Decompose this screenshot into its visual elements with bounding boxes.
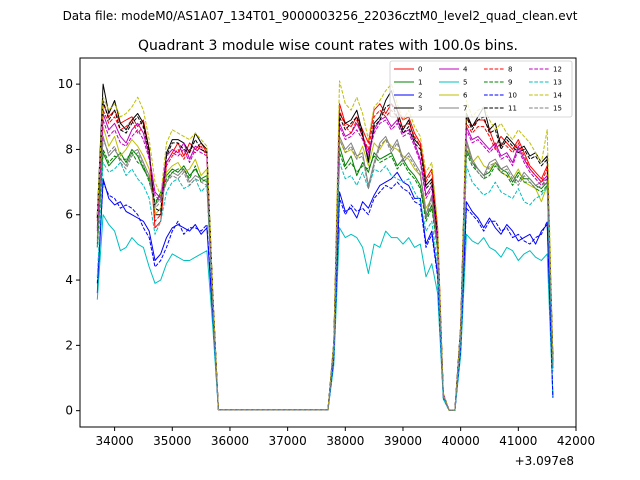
x-tick-label: 40000	[442, 434, 480, 448]
legend-label-5: 5	[463, 79, 467, 87]
legend-label-8: 8	[508, 66, 512, 74]
series-line-14	[96, 80, 554, 411]
legend-label-7: 7	[463, 105, 467, 113]
x-axis: 34000 35000 36000 37000 38000 39000 40000 41000…	[96, 427, 595, 448]
y-tick-label: 8	[65, 142, 73, 156]
legend-label-0: 0	[418, 66, 422, 74]
x-tick-label: 38000	[326, 434, 364, 448]
legend-label-10: 10	[508, 92, 517, 100]
series-line-13	[96, 162, 554, 411]
x-tick-label: 37000	[269, 434, 307, 448]
y-tick-label: 0	[65, 404, 73, 418]
legend-label-6: 6	[463, 92, 468, 100]
y-axis: 0 2 4 6 8 10	[58, 77, 80, 418]
y-tick-label: 10	[58, 77, 73, 91]
legend-label-9: 9	[508, 79, 512, 87]
x-tick-label: 34000	[96, 434, 134, 448]
legend-label-15: 15	[553, 105, 562, 113]
series-layer	[96, 80, 554, 411]
legend-label-14: 14	[553, 92, 562, 100]
x-tick-label: 42000	[557, 434, 595, 448]
plot-area	[79, 57, 577, 428]
legend-label-4: 4	[463, 66, 468, 74]
x-offset-label: +3.097e8	[515, 454, 574, 468]
y-tick-label: 4	[65, 273, 73, 287]
legend-label-2: 2	[418, 92, 422, 100]
legend-label-13: 13	[553, 79, 562, 87]
x-tick-label: 39000	[384, 434, 422, 448]
x-tick-label: 36000	[211, 434, 249, 448]
y-tick-label: 2	[65, 338, 73, 352]
legend-label-1: 1	[418, 79, 422, 87]
data-file-suptitle: Data file: modeM0/AS1A07_134T01_90000032…	[63, 9, 578, 23]
legend-label-12: 12	[553, 66, 562, 74]
legend-label-3: 3	[418, 105, 422, 113]
chart-title: Quadrant 3 module wise count rates with …	[138, 38, 518, 54]
x-tick-label: 35000	[153, 434, 191, 448]
series-line-15	[96, 139, 554, 411]
legend-label-11: 11	[508, 105, 517, 113]
legend-box	[389, 60, 573, 118]
x-tick-label: 41000	[499, 434, 537, 448]
axes-frame	[79, 57, 577, 428]
y-tick-label: 6	[65, 208, 73, 222]
